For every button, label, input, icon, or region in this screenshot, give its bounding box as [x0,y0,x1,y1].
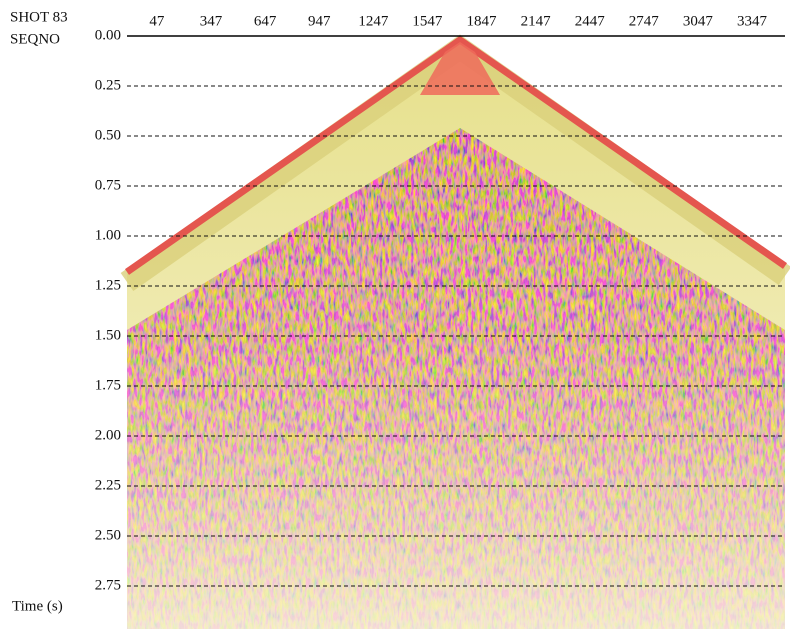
x-tick-label: 2147 [521,13,552,29]
y-tick-label: 1.00 [95,227,121,243]
y-tick-label: 1.25 [95,277,121,293]
y-tick-label: 0.75 [95,177,121,193]
y-tick-label: 0.25 [95,77,121,93]
y-tick-label: 0.00 [95,27,121,43]
y-tick-label: 1.50 [95,327,121,343]
x-tick-label: 2747 [629,13,660,29]
y-tick-label: 0.50 [95,127,121,143]
x-tick-label: 3047 [683,13,714,29]
y-tick-label: 2.25 [95,477,121,493]
direct-wave [420,42,500,95]
x-tick-label: 2447 [575,13,606,29]
x-axis-label: SEQNO [10,31,60,47]
y-tick-label: 2.00 [95,427,121,443]
x-tick-label: 3347 [737,13,768,29]
y-axis-label: Time (s) [12,598,63,614]
y-tick-label: 2.50 [95,527,121,543]
y-tick-label: 2.75 [95,577,121,593]
x-tick-label: 947 [308,13,331,29]
chart-title: SHOT 83 [10,9,68,25]
x-tick-label: 1847 [467,13,498,29]
x-tick-label: 1247 [358,13,389,29]
y-tick-label: 1.75 [95,377,121,393]
x-tick-label: 1547 [412,13,443,29]
x-tick-label: 347 [200,13,223,29]
first-arrival [124,35,787,275]
x-tick-label: 647 [254,13,277,29]
x-tick-label: 47 [149,13,165,29]
